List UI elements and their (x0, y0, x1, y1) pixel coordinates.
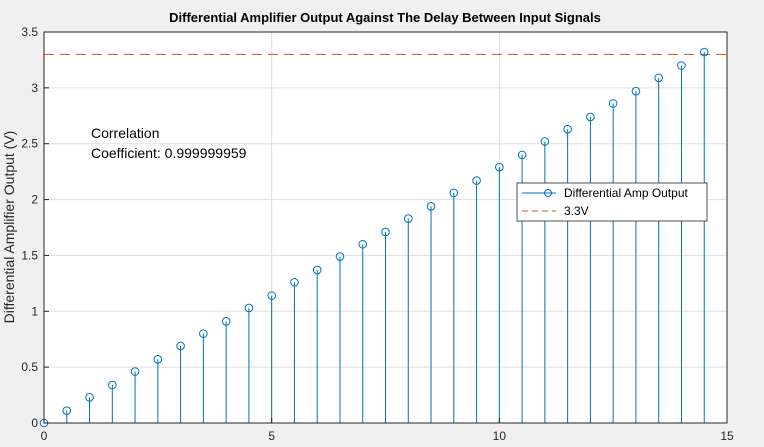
stem-marker (403, 214, 413, 223)
y-tick-label: 2 (31, 193, 38, 207)
y-tick-label: 3 (31, 81, 38, 95)
y-tick-label: 0 (31, 416, 38, 430)
legend: Differential Amp Output 3.3V (516, 182, 708, 222)
stem-marker (677, 61, 686, 70)
y-axis-label: Differential Amplifier Output (V) (1, 131, 17, 324)
stem-marker (472, 176, 481, 185)
axes-box (43, 31, 728, 424)
stem-marker (654, 73, 664, 83)
stem-marker (449, 188, 459, 198)
y-tick-label: 2.5 (21, 137, 38, 151)
legend-label-series: Differential Amp Output (564, 186, 689, 200)
stem-marker (495, 162, 504, 172)
stem-marker (586, 112, 595, 122)
y-tick-label: 3.5 (21, 25, 38, 39)
stem-marker (153, 355, 163, 364)
annotation-line-1: Correlation (91, 125, 159, 141)
stem-marker (85, 393, 94, 402)
x-tick-label: 0 (41, 429, 48, 443)
stem-marker (358, 239, 368, 249)
stem-marker (381, 227, 390, 237)
y-tick-label: 1.5 (21, 248, 38, 262)
x-tick-label: 10 (493, 429, 507, 443)
stem-marker (244, 303, 254, 313)
stem-marker (130, 367, 140, 376)
stem-marker (290, 277, 299, 287)
stem-marker (699, 47, 709, 57)
legend-stem-marker (544, 189, 552, 197)
stem-marker (62, 406, 72, 416)
stem-marker (221, 317, 231, 326)
stem-marker (631, 86, 641, 96)
stem-marker (335, 252, 345, 261)
stem-marker (199, 329, 208, 338)
stem-marker (267, 291, 276, 300)
stem-marker (608, 99, 618, 108)
stem-marker (517, 150, 527, 160)
stem-marker (563, 124, 572, 134)
chart-title: Differential Amplifier Output Against Th… (169, 10, 601, 25)
stem-marker (540, 137, 550, 146)
x-tick-label: 15 (720, 429, 734, 443)
y-tick-label: 0.5 (21, 360, 38, 374)
axis-ticks: 0 5 10 15 0 0.5 1 1.5 2 2.5 3 3.5 (21, 25, 734, 443)
legend-label-ref: 3.3V (564, 204, 589, 218)
stem-marker (426, 201, 436, 211)
stem-marker (176, 341, 185, 351)
stem-marker (108, 380, 117, 390)
stem-marker (312, 265, 322, 275)
annotation-line-2: Coefficient: 0.999999959 (91, 145, 247, 161)
y-tick-label: 1 (31, 304, 38, 318)
x-tick-label: 5 (268, 429, 275, 443)
